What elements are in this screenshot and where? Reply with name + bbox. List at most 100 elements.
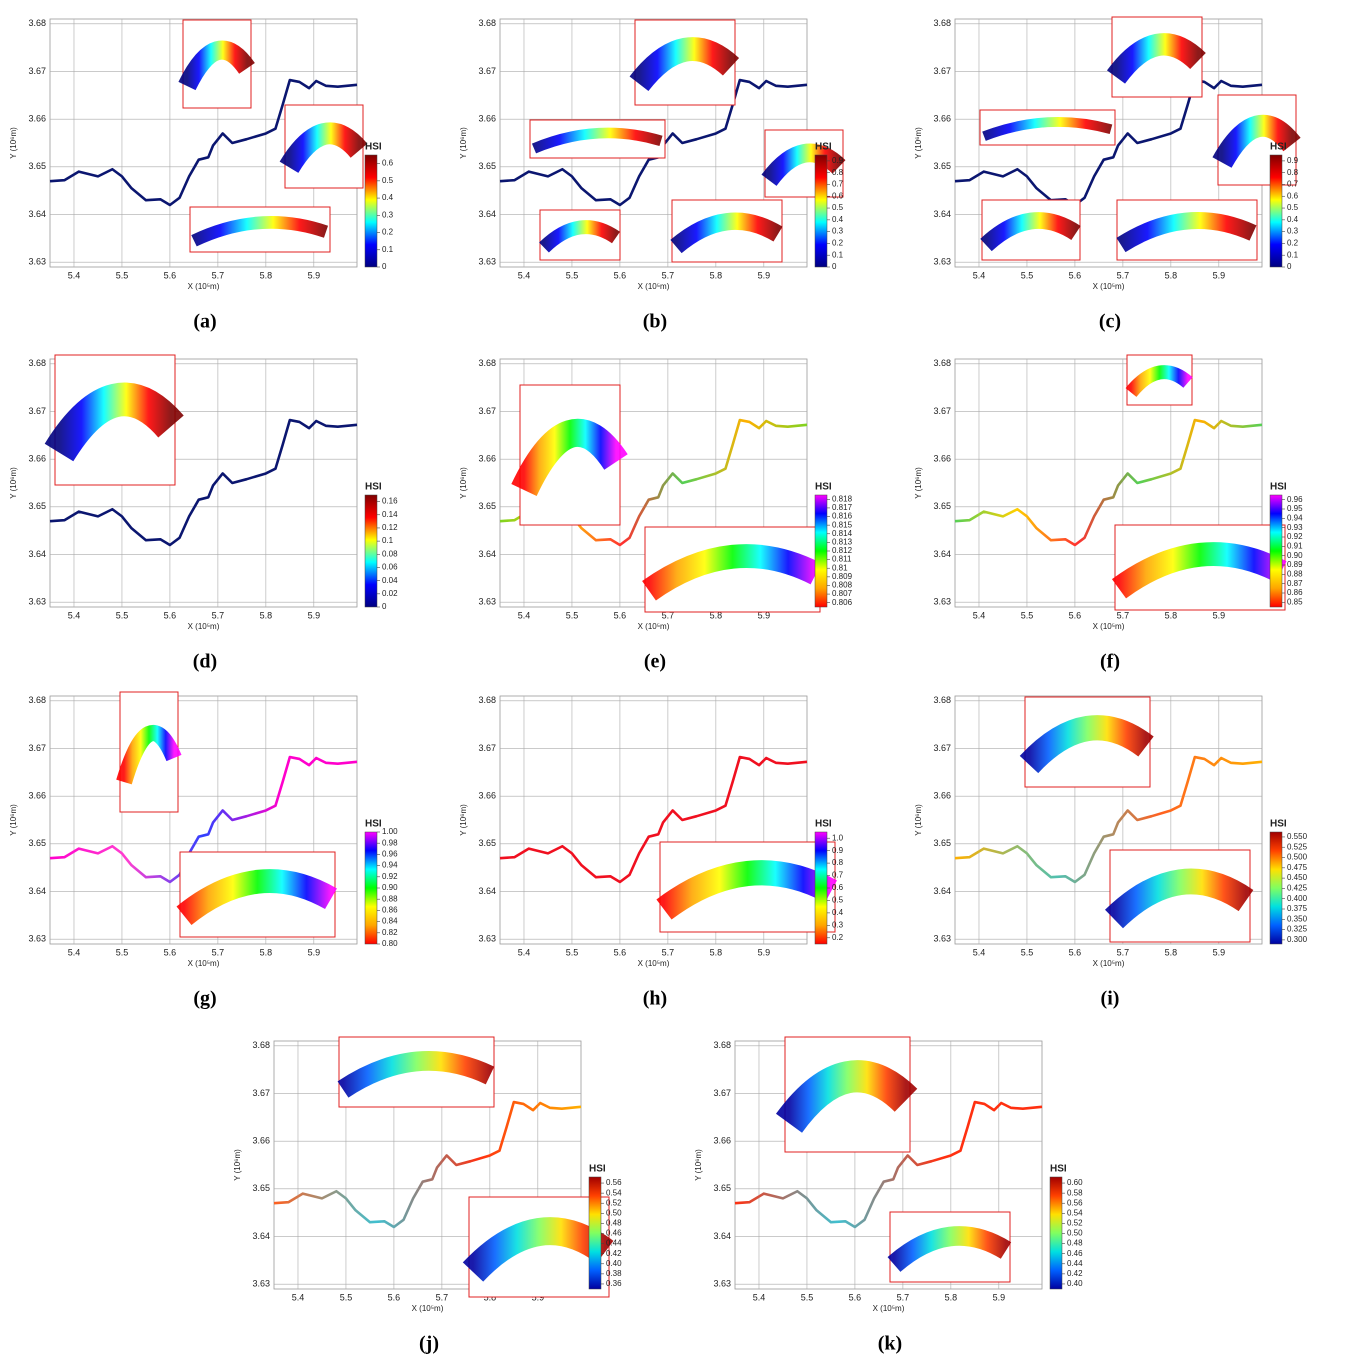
y-axis-label: Y (10⁶m)	[459, 127, 468, 159]
colorbar-title: HSI	[1050, 1164, 1067, 1175]
y-tick-label: 3.65	[933, 838, 951, 848]
y-tick-label: 3.65	[478, 838, 496, 848]
colorbar-tick-label: 0.8	[1287, 168, 1299, 177]
x-tick-label: 5.5	[566, 270, 579, 280]
colorbar-tick-label: 0.54	[1067, 1208, 1083, 1217]
colorbar-tick-label: 0.84	[382, 917, 398, 926]
x-tick-label: 5.5	[116, 947, 129, 957]
inset-band	[1116, 212, 1257, 253]
x-tick-label: 5.7	[212, 610, 225, 620]
y-tick-label: 3.64	[933, 209, 951, 219]
river	[49, 755, 358, 884]
x-tick-label: 5.9	[993, 1292, 1006, 1302]
y-tick-label: 3.66	[478, 791, 496, 801]
colorbar-tick-label: 0.6	[832, 883, 844, 892]
colorbar-tick-label: 0.7	[832, 871, 844, 880]
colorbar-tick-label: 0.16	[382, 497, 398, 506]
x-tick-label: 5.4	[973, 270, 986, 280]
river	[49, 78, 358, 207]
panel-label: (f)	[1100, 651, 1120, 673]
x-tick-label: 5.4	[518, 947, 531, 957]
y-tick-label: 3.63	[713, 1279, 731, 1289]
colorbar-title: HSI	[815, 819, 832, 830]
colorbar-tick-label: 0.6	[1287, 191, 1299, 200]
x-tick-label: 5.9	[308, 947, 321, 957]
map-panel: 5.4 5.5 5.6 5.7 5.8 5.9 3.63 3.64 3.65 3.66 3.67 3.…	[9, 691, 398, 1010]
x-axis-label: X (10⁵m)	[188, 622, 220, 631]
colorbar-tick-label: 0.3	[1287, 227, 1299, 236]
colorbar-tick-label: 0.5	[1287, 203, 1299, 212]
x-tick-label: 5.4	[518, 610, 531, 620]
colorbar-tick-label: 0.50	[1067, 1229, 1083, 1238]
y-tick-label: 3.67	[478, 66, 496, 76]
colorbar-tick-label: 0.4	[1287, 215, 1299, 224]
inset-band	[1212, 114, 1301, 169]
x-tick-label: 5.6	[614, 610, 627, 620]
colorbar-tick-label: 0.58	[1067, 1188, 1083, 1197]
colorbar-title: HSI	[1270, 819, 1287, 830]
y-tick-label: 3.64	[28, 209, 46, 219]
x-tick-label: 5.5	[1021, 270, 1034, 280]
colorbar-tick-label: 0.818	[832, 494, 853, 503]
colorbar-tick-label: 0.50	[606, 1208, 622, 1217]
y-tick-label: 3.65	[478, 501, 496, 511]
colorbar-tick-label: 0.36	[606, 1279, 622, 1288]
inset-band	[191, 216, 329, 247]
x-tick-label: 5.8	[260, 270, 273, 280]
colorbar-tick-label: 0.93	[1287, 523, 1303, 532]
colorbar-tick-label: 0.300	[1287, 935, 1308, 944]
colorbar-tick-label: 0.525	[1287, 842, 1308, 851]
y-tick-label: 3.67	[713, 1088, 731, 1098]
colorbar-tick-label: 0.1	[832, 250, 844, 259]
x-tick-label: 5.7	[1117, 270, 1130, 280]
river	[954, 418, 1263, 547]
colorbar-tick-label: 0.54	[606, 1188, 622, 1197]
x-tick-label: 5.7	[212, 947, 225, 957]
colorbar-tick-label: 0.3	[382, 210, 394, 219]
colorbar	[814, 494, 828, 608]
x-tick-label: 5.7	[1117, 947, 1130, 957]
panel-label: (c)	[1099, 311, 1121, 333]
x-axis-label: X (10⁵m)	[638, 282, 670, 291]
panel-label: (j)	[419, 1333, 439, 1355]
x-tick-label: 5.9	[1213, 947, 1226, 957]
x-axis-label: X (10⁵m)	[1093, 282, 1125, 291]
colorbar-tick-label: 0.816	[832, 512, 853, 521]
inset-band	[1106, 33, 1206, 84]
y-tick-label: 3.67	[28, 743, 46, 753]
y-tick-label: 3.64	[933, 549, 951, 559]
y-tick-label: 3.67	[933, 406, 951, 416]
x-tick-label: 5.9	[758, 270, 771, 280]
colorbar-tick-label: 0.7	[1287, 180, 1299, 189]
y-tick-label: 3.67	[933, 743, 951, 753]
river	[954, 78, 1263, 207]
y-tick-label: 3.64	[478, 549, 496, 559]
colorbar-tick-label: 0.6	[832, 191, 844, 200]
y-axis-label: Y (10⁶m)	[233, 1149, 242, 1181]
colorbar-tick-label: 0.814	[832, 529, 853, 538]
x-axis-label: X (10⁵m)	[638, 959, 670, 968]
map-panel: 5.4 5.5 5.6 5.7 5.8 5.9 3.63 3.64 3.65 3.66 3.67 3.…	[914, 354, 1303, 673]
colorbar-tick-label: 0.42	[606, 1249, 622, 1258]
y-tick-label: 3.66	[933, 114, 951, 124]
x-tick-label: 5.8	[710, 270, 723, 280]
x-tick-label: 5.4	[973, 947, 986, 957]
y-tick-label: 3.63	[933, 934, 951, 944]
y-tick-label: 3.68	[252, 1040, 270, 1050]
colorbar-tick-label: 0.46	[1067, 1249, 1083, 1258]
y-tick-label: 3.65	[252, 1183, 270, 1193]
colorbar-tick-label: 0.806	[832, 598, 853, 607]
panel-label: (k)	[878, 1333, 902, 1355]
colorbar-tick-label: 0.811	[832, 555, 852, 564]
y-axis-label: Y (10⁶m)	[459, 467, 468, 499]
colorbar-tick-label: 0.87	[1287, 579, 1303, 588]
x-tick-label: 5.7	[662, 610, 675, 620]
panel-label: (b)	[643, 311, 667, 333]
colorbar-tick-label: 0.2	[382, 228, 394, 237]
colorbar-tick-label: 0.500	[1287, 853, 1308, 862]
colorbar-tick-label: 0.812	[832, 546, 853, 555]
colorbar-tick-label: 0.14	[382, 510, 398, 519]
colorbar-tick-label: 0.56	[1067, 1198, 1083, 1207]
y-axis-label: Y (10⁶m)	[9, 467, 18, 499]
